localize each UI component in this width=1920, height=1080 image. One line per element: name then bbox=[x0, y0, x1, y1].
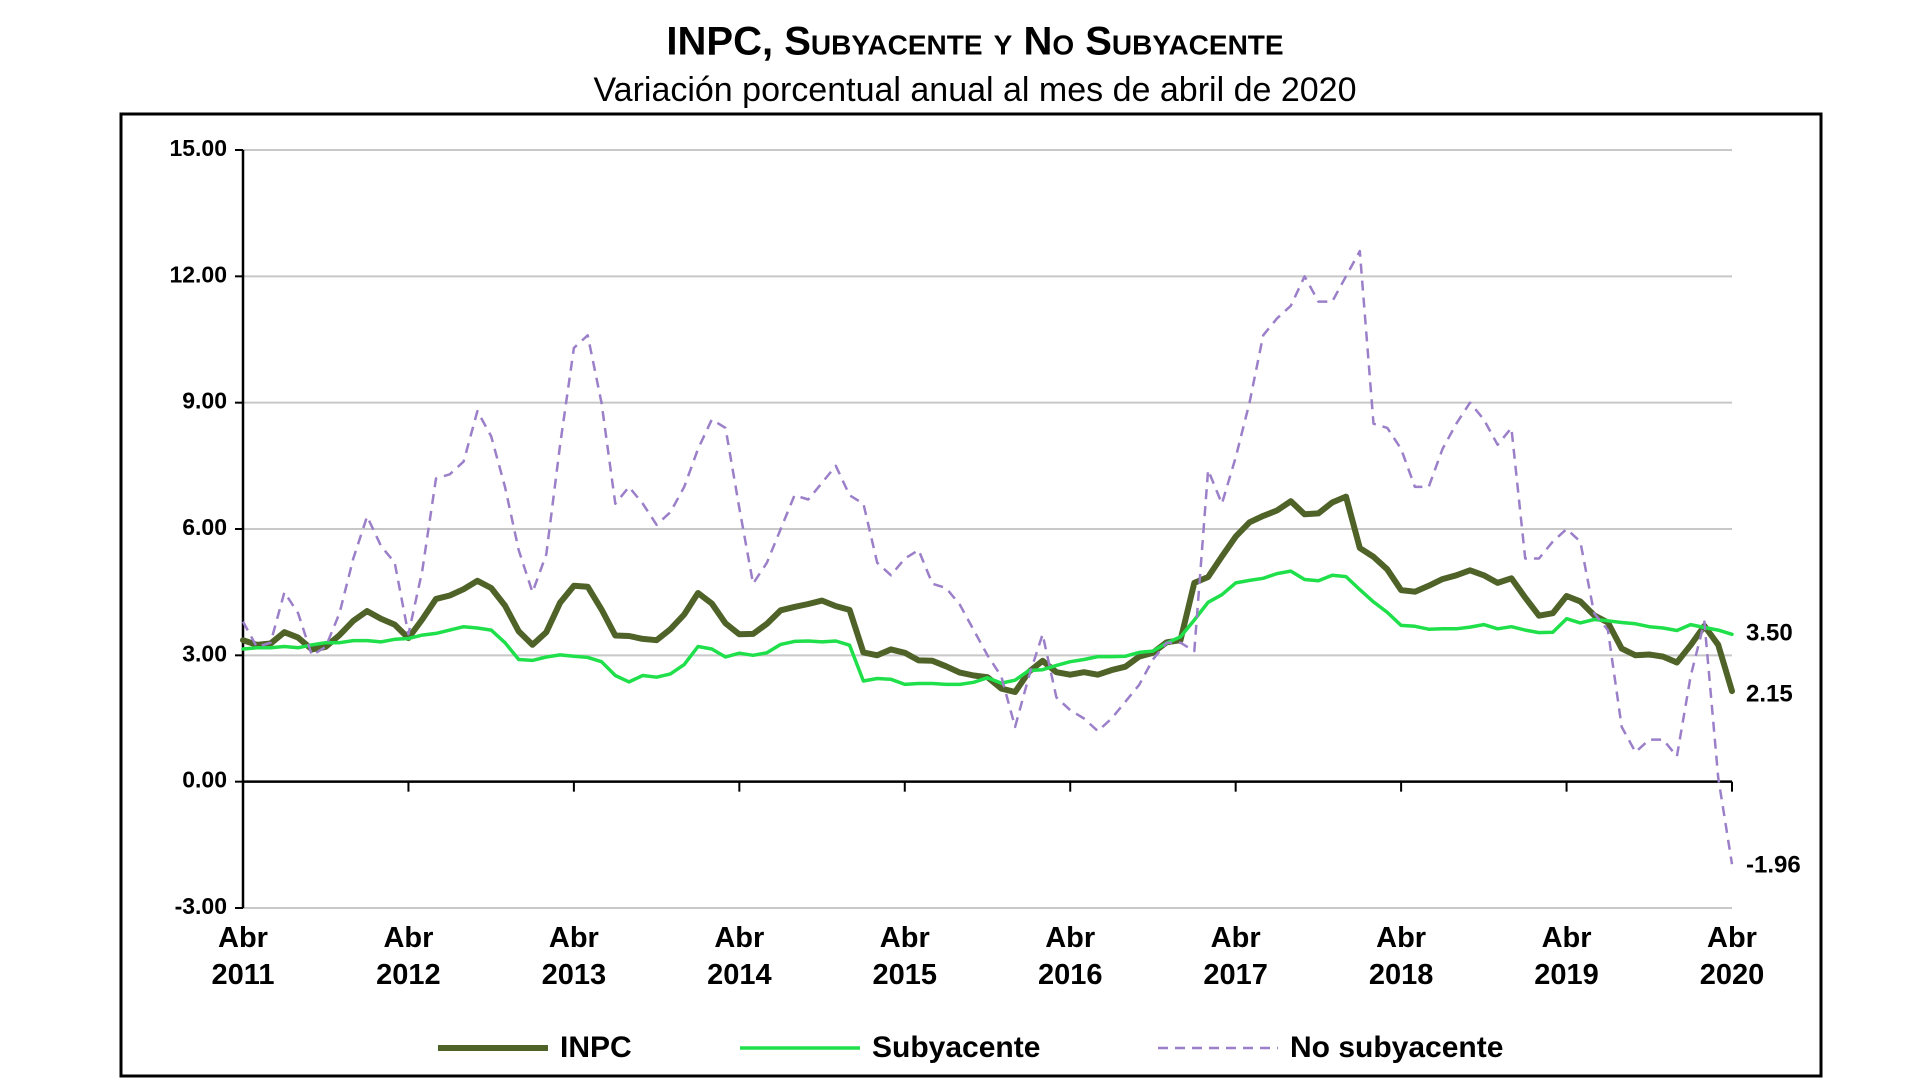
data-label: 3.50 bbox=[1746, 620, 1793, 647]
data-label: 2.15 bbox=[1746, 680, 1793, 707]
series bbox=[241, 569, 1734, 687]
legend-label: No subyacente bbox=[1290, 1031, 1503, 1064]
x-tick-label: Abr 2015 bbox=[872, 922, 938, 991]
y-tick-label: 3.00 bbox=[182, 640, 227, 666]
legend-label: Subyacente bbox=[872, 1031, 1040, 1064]
x-tick-label: Abr 2013 bbox=[541, 922, 607, 991]
y-tick-label: 0.00 bbox=[182, 767, 227, 793]
y-tick-label: -3.00 bbox=[175, 893, 227, 919]
series-line bbox=[241, 249, 1734, 865]
series-line bbox=[241, 569, 1734, 687]
data-label: -1.96 bbox=[1746, 852, 1801, 879]
legend-label: INPC bbox=[560, 1031, 632, 1064]
series bbox=[241, 249, 1734, 865]
y-tick-label: 6.00 bbox=[182, 514, 227, 540]
x-tick-label: Abr 2019 bbox=[1534, 922, 1599, 991]
y-tick-label: 9.00 bbox=[182, 388, 227, 414]
chart-subtitle: Variación porcentual anual al mes de abr… bbox=[594, 71, 1357, 109]
chart-title: INPC, Subyacente y No Subyacente bbox=[666, 20, 1283, 64]
x-tick-label: Abr 2011 bbox=[211, 922, 275, 991]
chart-frame bbox=[119, 112, 1823, 1078]
x-tick-label: Abr 2012 bbox=[376, 922, 441, 991]
x-tick-label: Abr 2018 bbox=[1368, 922, 1434, 991]
y-tick-label: 15.00 bbox=[169, 135, 227, 161]
x-tick-label: Abr 2016 bbox=[1037, 922, 1103, 991]
x-tick-label: Abr 2017 bbox=[1203, 922, 1268, 991]
y-tick-label: 12.00 bbox=[169, 261, 227, 287]
x-tick-label: Abr 2020 bbox=[1699, 922, 1765, 991]
x-tick-label: Abr 2014 bbox=[707, 922, 772, 991]
